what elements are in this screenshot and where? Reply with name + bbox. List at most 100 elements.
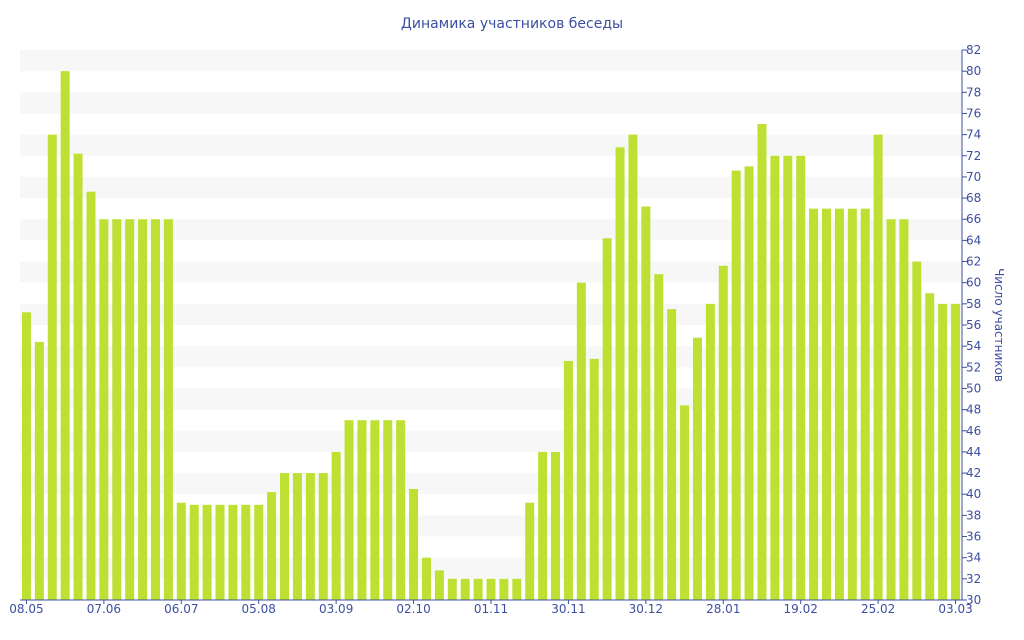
bar <box>344 420 354 600</box>
grid-bands <box>20 50 962 579</box>
bar <box>783 155 793 600</box>
bar <box>563 360 573 600</box>
y-tick-label: 62 <box>966 255 981 269</box>
x-axis-ticks: 08.05 07.06 06.07 05.08 03.09 02.10 01.11 30.11… <box>9 600 973 616</box>
bar <box>680 405 690 600</box>
bar <box>202 504 212 600</box>
bar <box>822 208 832 600</box>
x-tick-label: 03.03 <box>938 602 972 616</box>
bar <box>951 303 961 600</box>
y-tick-label: 76 <box>966 106 981 120</box>
bar <box>757 124 767 601</box>
y-tick-label: 48 <box>966 403 981 417</box>
bars <box>21 71 961 601</box>
bar <box>615 147 625 601</box>
bar <box>744 166 754 600</box>
bar <box>912 261 922 600</box>
y-tick-label: 54 <box>966 339 981 353</box>
bar <box>396 420 406 600</box>
y-tick-label: 32 <box>966 572 981 586</box>
bar <box>383 420 393 600</box>
grid-band <box>20 515 962 537</box>
grid-band <box>20 176 962 199</box>
y-tick-label: 50 <box>966 381 981 395</box>
x-tick-label: 06.07 <box>164 602 198 616</box>
bar <box>938 303 948 600</box>
y-tick-label: 30 <box>966 593 981 607</box>
bar <box>602 238 612 600</box>
bar <box>318 473 328 600</box>
x-tick-label: 05.08 <box>242 602 276 616</box>
bar <box>305 473 315 600</box>
bar <box>899 219 909 600</box>
bar <box>538 451 548 600</box>
x-tick-label: 02.10 <box>396 602 430 616</box>
bar <box>86 191 96 600</box>
bar <box>254 504 264 600</box>
bar <box>357 420 367 600</box>
x-tick-label: 25.02 <box>861 602 895 616</box>
bar <box>873 134 883 600</box>
y-tick-label: 56 <box>966 318 981 332</box>
bar <box>150 219 160 600</box>
bar <box>628 134 638 600</box>
bar <box>447 578 457 600</box>
bar <box>473 578 483 600</box>
bar <box>551 451 561 600</box>
bar <box>512 578 522 600</box>
bar <box>809 208 819 600</box>
bar <box>731 170 741 601</box>
bar <box>460 578 470 600</box>
y-tick-label: 40 <box>966 487 981 501</box>
y-tick-label: 44 <box>966 445 981 459</box>
x-tick-label: 03.09 <box>319 602 353 616</box>
bar <box>925 293 935 600</box>
bar <box>34 341 44 600</box>
grid-band <box>20 346 962 368</box>
bar <box>228 504 238 600</box>
bar <box>886 219 896 600</box>
grid-band <box>20 430 962 452</box>
bar <box>692 337 702 600</box>
bar <box>215 504 225 600</box>
y-tick-label: 42 <box>966 466 981 480</box>
y-tick-label: 70 <box>966 170 981 184</box>
grid-band <box>20 134 962 156</box>
x-tick-label: 08.05 <box>9 602 43 616</box>
chart-title: Динамика участников беседы <box>401 16 623 32</box>
bar <box>163 219 173 600</box>
bar <box>589 358 599 600</box>
bar <box>60 71 70 600</box>
bar <box>112 219 122 600</box>
y-tick-label: 68 <box>966 191 981 205</box>
bar <box>21 312 31 600</box>
x-tick-label: 30.11 <box>551 602 585 616</box>
grid-band <box>20 219 962 241</box>
bar <box>654 274 664 600</box>
y-tick-label: 80 <box>966 64 981 78</box>
y-tick-label: 82 <box>966 43 981 57</box>
bar <box>99 219 109 600</box>
grid-band <box>20 261 962 283</box>
grid-band <box>20 50 962 72</box>
y-tick-label: 38 <box>966 508 981 522</box>
y-tick-label: 78 <box>966 85 981 99</box>
x-tick-label: 19.02 <box>784 602 818 616</box>
y-tick-label: 46 <box>966 424 981 438</box>
bar <box>421 557 431 600</box>
grid-band <box>20 303 962 325</box>
bar <box>667 309 677 600</box>
y-tick-label: 34 <box>966 551 981 565</box>
y-tick-label: 60 <box>966 276 981 290</box>
x-tick-label: 07.06 <box>87 602 121 616</box>
bar <box>409 488 419 600</box>
bar <box>176 502 186 600</box>
grid-band <box>20 388 962 410</box>
x-tick-label: 01.11 <box>474 602 508 616</box>
bar <box>486 578 496 600</box>
y-tick-label: 74 <box>966 128 981 142</box>
y-tick-label: 66 <box>966 212 981 226</box>
y-axis-ticks: 30 32 34 36 38 40 42 44 46 48 50 52 54 56 58 60 62 64 66 68… <box>962 43 981 607</box>
x-tick-label: 30.12 <box>629 602 663 616</box>
